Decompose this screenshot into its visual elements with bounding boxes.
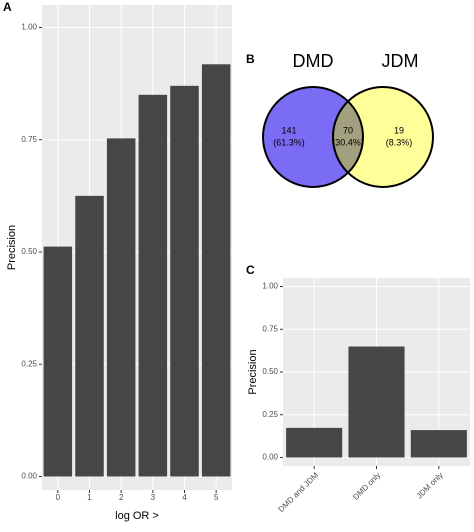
panel-label: A [3, 0, 12, 14]
bar [348, 346, 405, 458]
x-tick-label: DMD only [351, 471, 382, 502]
x-tick-label: JDM only [415, 471, 445, 501]
y-tick-label: 1.00 [262, 282, 278, 291]
region-percent: (30.4%) [332, 137, 364, 147]
y-tick-label: 0.50 [262, 367, 278, 376]
y-tick-label: 0.75 [21, 135, 37, 144]
bar [106, 138, 136, 477]
y-axis-title: Precision [247, 349, 259, 394]
region-count: 70 [343, 125, 353, 135]
x-axis-title: log OR > [115, 510, 159, 522]
x-tick-label: 2 [119, 493, 124, 502]
y-tick-label: 0.25 [21, 359, 37, 368]
y-tick-label: 0.00 [21, 472, 37, 481]
x-tick-label: DMD and JDM [277, 470, 321, 514]
y-tick-label: 0.50 [21, 247, 37, 256]
x-tick-label: 3 [151, 493, 156, 502]
panel-label: B [246, 52, 255, 66]
panel-label: C [246, 263, 255, 277]
set-name: JDM [382, 51, 419, 71]
y-tick-label: 0.00 [262, 453, 278, 462]
set-name: DMD [293, 51, 334, 71]
bar [75, 195, 104, 477]
y-tick-label: 1.00 [21, 23, 37, 32]
region-count: 19 [394, 125, 404, 135]
bar [286, 427, 343, 458]
y-tick-label: 0.75 [262, 324, 278, 333]
plot-background [42, 5, 232, 490]
bar [138, 94, 168, 477]
x-tick-label: 1 [87, 493, 92, 502]
region-percent: (61.3%) [273, 137, 305, 147]
venn-overlap [332, 99, 364, 175]
bar [201, 64, 231, 477]
y-tick-label: 0.25 [262, 410, 278, 419]
y-axis-title: Precision [6, 225, 18, 270]
bar [410, 430, 467, 458]
bar [170, 85, 199, 477]
x-tick-label: 0 [56, 493, 61, 502]
bar [43, 246, 73, 477]
region-percent: (8.3%) [386, 137, 413, 147]
region-count: 141 [281, 125, 296, 135]
x-tick-label: 5 [214, 493, 219, 502]
x-tick-label: 4 [182, 493, 187, 502]
